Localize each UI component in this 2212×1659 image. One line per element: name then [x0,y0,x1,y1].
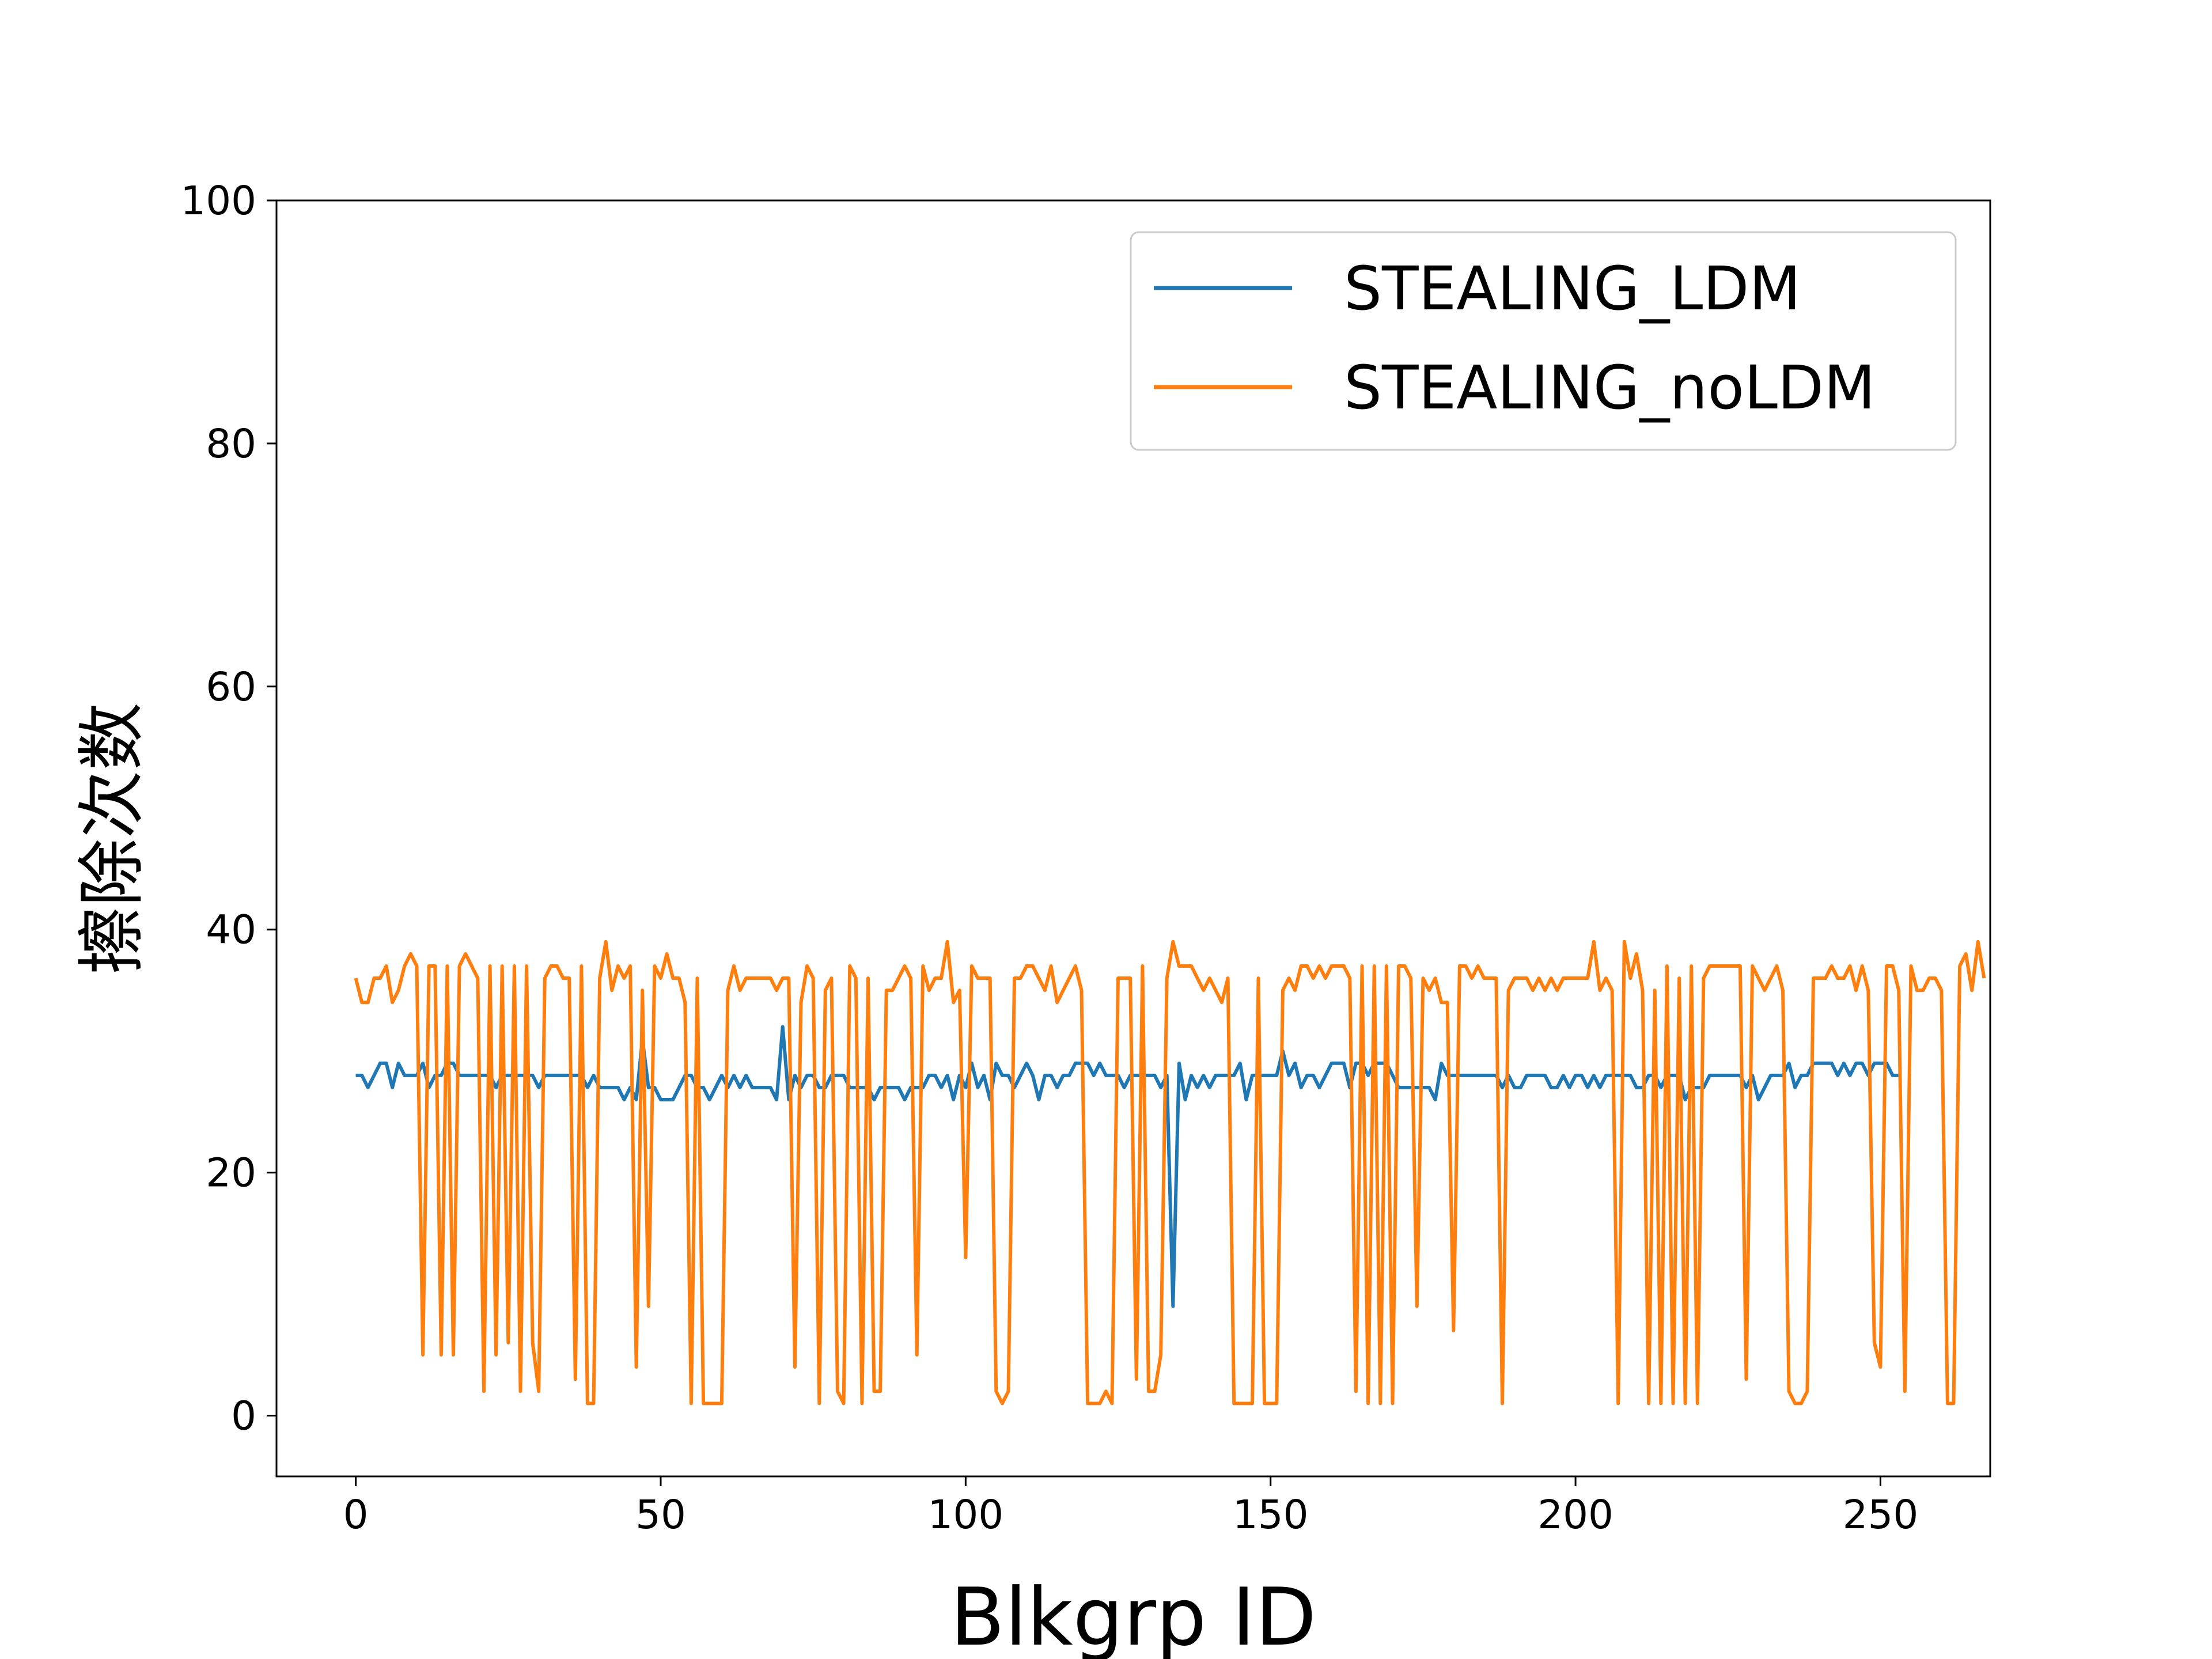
x-axis-label: Blkgrp ID [950,1571,1317,1659]
x-tick-label: 150 [1233,1492,1309,1538]
y-tick-label: 40 [206,907,256,953]
legend-box [1130,231,1957,451]
axes-frame [275,199,1991,1478]
x-tick-label: 50 [635,1492,686,1538]
y-axis: 0 20 40 60 80 100 [180,178,276,1440]
y-tick-label: 60 [206,664,256,710]
y-tick-label: 100 [180,178,256,224]
y-axis-label: 擦除次数 [72,702,151,974]
series-line-STEALING_LDM [355,1025,1899,1308]
x-tick-label: 250 [1843,1492,1919,1538]
x-tick-label: 0 [343,1492,369,1538]
y-tick-label: 80 [206,421,256,467]
y-tick-label: 20 [206,1150,256,1196]
y-tick-label: 0 [231,1393,256,1440]
legend: STEALING_LDM STEALING_noLDM [1130,231,1957,451]
series-layer [354,940,1986,1406]
legend-label: STEALING_LDM [1344,253,1801,324]
x-axis: 0 50 100 150 200 250 [343,1476,1919,1538]
x-tick-label: 100 [928,1492,1004,1538]
series-line-STEALING_noLDM [354,940,1986,1406]
x-tick-label: 200 [1537,1492,1613,1538]
legend-label: STEALING_noLDM [1344,353,1876,423]
